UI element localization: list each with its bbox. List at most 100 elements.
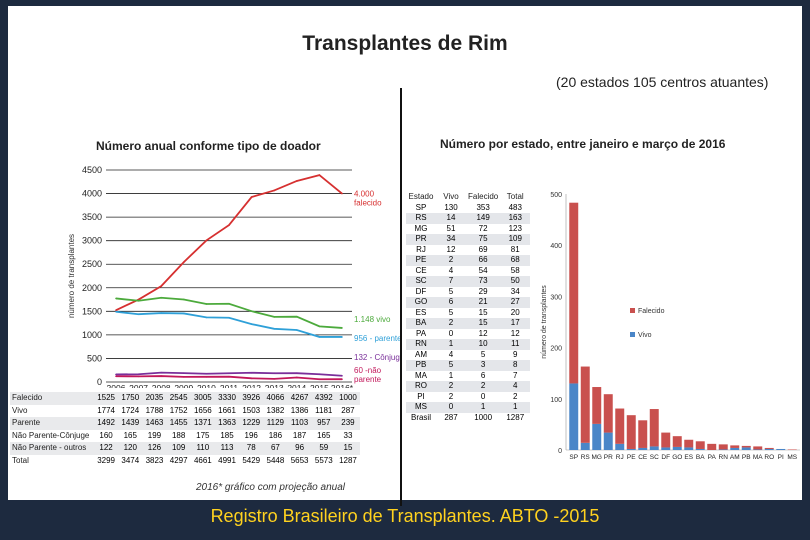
table-cell: 1229 bbox=[239, 417, 264, 430]
bar-falecido bbox=[638, 420, 648, 448]
bar-falecido bbox=[661, 432, 671, 448]
table-cell: 59 bbox=[311, 442, 336, 455]
x-tick-label: RS bbox=[581, 454, 591, 461]
bar-falecido bbox=[707, 443, 717, 450]
bar-vivo bbox=[741, 447, 751, 450]
table-cell: 5448 bbox=[263, 454, 288, 467]
table-cell: 5 bbox=[436, 286, 466, 297]
table-cell: 12 bbox=[436, 244, 466, 255]
series-end-label: parente bbox=[354, 375, 382, 384]
data-point bbox=[273, 316, 276, 318]
table-cell: 2 bbox=[436, 318, 466, 329]
y-tick-label: 4000 bbox=[82, 189, 102, 199]
y-tick-label: 0 bbox=[558, 448, 562, 455]
table-cell: 1525 bbox=[94, 392, 119, 405]
bar-falecido bbox=[672, 436, 682, 447]
x-tick-label: 2013 bbox=[265, 383, 284, 388]
table-cell: 68 bbox=[500, 255, 531, 266]
table-cell: 1 bbox=[436, 370, 466, 381]
table-cell: ES bbox=[406, 307, 436, 318]
table-cell: 75 bbox=[466, 234, 501, 245]
x-tick-label: 2014 bbox=[287, 383, 306, 388]
table-cell: 54 bbox=[466, 265, 501, 276]
table-cell: 14 bbox=[436, 213, 466, 224]
table-cell: 1129 bbox=[263, 417, 288, 430]
data-point bbox=[228, 224, 230, 226]
data-point bbox=[296, 180, 298, 182]
data-point bbox=[183, 298, 185, 301]
x-tick-label: MS bbox=[787, 454, 797, 461]
table-cell: 186 bbox=[263, 429, 288, 442]
bar-vivo bbox=[603, 432, 613, 450]
table-row: PA 0 12 12 bbox=[406, 328, 531, 339]
data-point bbox=[318, 378, 321, 381]
bar-vivo bbox=[753, 449, 763, 450]
table-cell: 1287 bbox=[335, 454, 361, 467]
data-point bbox=[115, 310, 117, 313]
table-cell: 3926 bbox=[239, 392, 264, 405]
x-tick-label: RJ bbox=[616, 454, 624, 461]
series-end-label: 4.000 bbox=[354, 190, 375, 199]
donor-table: Falecido 1525 1750 2035 2545 3005 3330 3926 4066… bbox=[10, 392, 361, 467]
row-label: Não Parente-Cônjuge bbox=[10, 429, 94, 442]
data-point bbox=[115, 375, 117, 378]
legend-swatch bbox=[630, 332, 635, 337]
table-cell: PA bbox=[406, 328, 436, 339]
table-cell: 188 bbox=[166, 429, 191, 442]
table-cell: 4 bbox=[436, 349, 466, 360]
bar-chart-title: Número por estado, entre janeiro e março… bbox=[440, 137, 726, 151]
table-cell: 12 bbox=[500, 328, 531, 339]
table-row: CE 4 54 58 bbox=[406, 265, 531, 276]
table-cell: 1455 bbox=[166, 417, 191, 430]
table-cell: 130 bbox=[436, 202, 466, 213]
table-cell: 2 bbox=[436, 381, 466, 392]
y-tick-label: 2500 bbox=[82, 259, 102, 269]
line-chart: 0 500 1000 1500 2000 2500 3000 3500 4000 4500 2006… bbox=[67, 165, 400, 388]
slide-title: Transplantes de Rim bbox=[302, 32, 508, 55]
table-cell: 20 bbox=[500, 307, 531, 318]
data-point bbox=[318, 325, 321, 328]
table-row: RO 2 2 4 bbox=[406, 381, 531, 392]
table-cell: 4661 bbox=[190, 454, 215, 467]
table-row: Total 3299 3474 3823 4297 4661 4991 5429 5448 565… bbox=[10, 454, 361, 467]
series-line-0 bbox=[115, 174, 343, 311]
column-header: Estado bbox=[408, 192, 434, 201]
table-cell: 51 bbox=[436, 223, 466, 234]
table-cell: 199 bbox=[142, 429, 167, 442]
table-cell: 1 bbox=[500, 402, 531, 413]
table-cell: 5 bbox=[436, 360, 466, 371]
data-point bbox=[205, 316, 208, 319]
bar-vivo bbox=[764, 448, 774, 450]
bar-falecido bbox=[580, 366, 590, 443]
bar-falecido bbox=[684, 439, 694, 448]
table-cell: 353 bbox=[466, 202, 501, 213]
table-cell: 1000 bbox=[466, 412, 501, 423]
y-tick-label: 3500 bbox=[82, 212, 102, 222]
table-cell: RS bbox=[406, 213, 436, 224]
bar-vivo bbox=[684, 447, 694, 450]
table-cell: 1000 bbox=[335, 392, 361, 405]
series-end-label: falecido bbox=[354, 199, 382, 208]
table-cell: 1750 bbox=[118, 392, 143, 405]
bar-falecido bbox=[649, 409, 659, 447]
table-cell: 1788 bbox=[142, 404, 167, 417]
bar-vivo bbox=[661, 447, 671, 450]
data-point bbox=[341, 192, 343, 195]
table-cell: 1503 bbox=[239, 404, 264, 417]
table-row: SP 130 353 483 bbox=[406, 202, 531, 213]
x-tick-label: 2009 bbox=[174, 383, 193, 388]
table-header-row: Estado Vivo Falecido Total bbox=[406, 192, 530, 203]
data-point bbox=[160, 375, 162, 377]
data-point bbox=[341, 374, 343, 377]
table-row: RS 14 149 163 bbox=[406, 213, 531, 224]
table-cell: 4 bbox=[436, 265, 466, 276]
data-point bbox=[160, 296, 162, 299]
x-tick-label: MG bbox=[592, 454, 602, 461]
x-tick-label: PI bbox=[778, 454, 784, 461]
data-point bbox=[115, 373, 117, 376]
table-cell: 165 bbox=[311, 429, 336, 442]
data-point bbox=[160, 285, 162, 287]
table-cell: 165 bbox=[118, 429, 143, 442]
table-cell: SP bbox=[406, 202, 436, 213]
table-cell: 3474 bbox=[118, 454, 143, 467]
